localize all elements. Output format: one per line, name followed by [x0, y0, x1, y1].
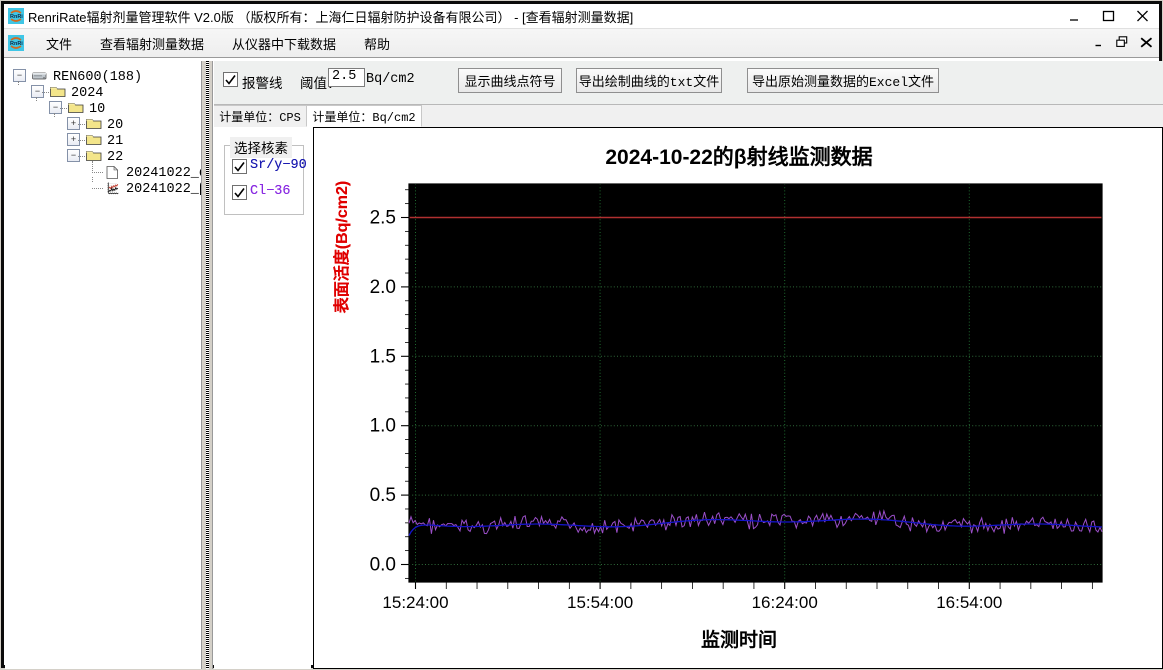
svg-text:15:24:00: 15:24:00 [382, 593, 448, 612]
svg-text:2.5: 2.5 [370, 208, 396, 229]
svg-text:RnRi: RnRi [10, 14, 23, 20]
svg-text:15:54:00: 15:54:00 [567, 593, 633, 612]
svg-text:16:54:00: 16:54:00 [936, 593, 1002, 612]
svg-text:0.0: 0.0 [370, 555, 396, 576]
svg-text:16:24:00: 16:24:00 [752, 593, 818, 612]
svg-text:1.5: 1.5 [370, 346, 396, 367]
svg-text:RnRi: RnRi [10, 41, 23, 47]
svg-text:2.0: 2.0 [370, 277, 396, 298]
svg-text:0.5: 0.5 [370, 485, 396, 506]
svg-text:1.0: 1.0 [370, 416, 396, 437]
